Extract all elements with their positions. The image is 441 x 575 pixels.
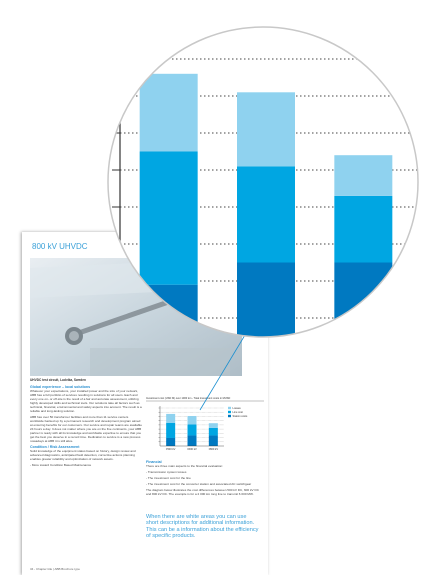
bar-segment [208,427,218,436]
legend-label: Line cost [233,410,244,414]
bar-segment [237,92,295,167]
connector [199,334,246,411]
lens-rim [107,26,419,338]
bar-segment [208,435,218,446]
bar-segment [166,437,176,446]
bar-segment [334,262,393,337]
paragraph: - The investment cost for the converter … [146,482,252,486]
photo-caption: UHVDC test circuit, Ludvika, Sweden [30,378,86,382]
legend-swatch [228,410,231,414]
chart-title: Investment cost (USD M) over 1000 km - T… [146,396,230,400]
bar-segment [334,195,393,263]
x-tick-label: ±600 kV [187,447,197,451]
bar-segment [208,423,218,428]
paragraph: ABB has over 50 transformer facilities a… [30,415,142,443]
bar-segment [187,435,197,446]
bar-segment [237,166,295,263]
bar-segment [139,151,198,285]
legend-label: Station costs [233,414,249,418]
paragraph: - More toward Condition Based Maintenanc… [30,463,92,467]
bar-segment [187,416,197,425]
section-heading: Condition / Risk Assessment [30,445,80,449]
page-title: 800 kV UHVDC [32,242,88,251]
x-tick-label: ±800 kV [209,447,219,451]
legend-swatch [228,414,231,418]
bar-segment [237,262,295,337]
legend-label: Losses [233,406,242,410]
bar-segment [187,424,197,436]
bar-segment [334,155,393,196]
bar-segment [139,284,198,337]
section-heading: Global experience – local solutions [30,385,91,389]
footer: 34 - Chapter title | ABB Brochure type [30,567,80,571]
paragraph: The diagram below illustrates the cost d… [146,488,259,496]
paragraph: Solid knowledge of the equipment status … [30,449,136,461]
paragraph: There are three main aspects to the fina… [146,464,224,468]
bar-segment [166,422,176,438]
right-column: Financial There are three main aspects to… [146,458,260,498]
bar-segment [139,73,198,152]
quote: When there are white areas you can use s… [146,514,259,540]
x-tick-label: ±500 kV [166,447,176,451]
left-column: Global experience – local solutions Whate… [30,383,142,469]
paragraph: Whatever your expectations, your install… [30,389,142,413]
paragraph: - The investment cost for the line [146,476,191,480]
legend-swatch [228,406,231,410]
section-heading: Financial [146,460,162,464]
paragraph: - Transmission system losses [146,470,187,474]
bar-segment [166,413,176,423]
